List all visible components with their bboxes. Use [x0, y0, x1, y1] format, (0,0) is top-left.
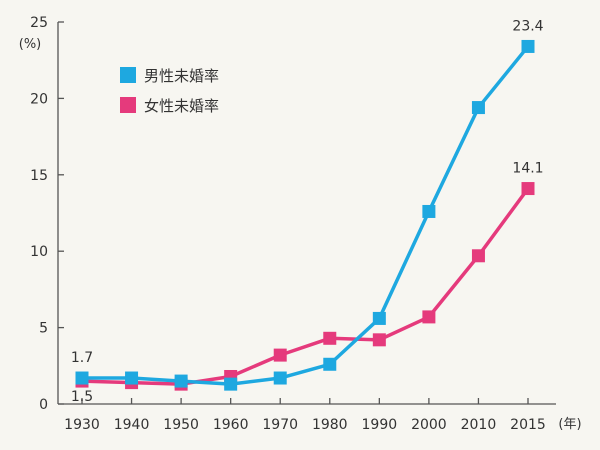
x-tick-label: 2010	[461, 417, 497, 433]
x-tick-label: 1970	[262, 417, 298, 433]
y-tick-label: 20	[30, 91, 48, 107]
data-point-marker	[224, 377, 238, 391]
data-point-marker	[521, 182, 535, 196]
y-tick-label: 5	[39, 321, 48, 337]
y-tick-label: 10	[30, 244, 48, 260]
y-axis-unit: (%)	[19, 37, 42, 52]
data-point-marker	[323, 331, 337, 345]
data-point-marker	[422, 204, 436, 218]
x-tick-label: 1950	[163, 417, 199, 433]
x-tick-label: 1940	[114, 417, 150, 433]
data-point-marker	[372, 333, 386, 347]
data-point-marker	[323, 357, 337, 371]
data-labels: 1.7 1.5 23.4 14.1	[71, 18, 544, 405]
x-tick-label: 1960	[213, 417, 249, 433]
data-point-marker	[471, 101, 485, 115]
legend-swatch	[120, 67, 136, 83]
axes: 0 5 10 15 20 25 (%) 1930 1940 1950 1960 1970 1980 199…	[19, 15, 582, 433]
data-label: 14.1	[512, 161, 543, 177]
data-point-marker	[125, 371, 139, 385]
x-tick-label: 2015	[510, 417, 546, 433]
data-point-marker	[422, 310, 436, 324]
x-tick-label: 1930	[64, 417, 100, 433]
series-layer	[75, 39, 535, 391]
data-label: 1.7	[71, 350, 93, 366]
x-axis-unit: (年)	[558, 417, 581, 432]
x-tick-label: 2000	[411, 417, 447, 433]
data-point-marker	[75, 371, 89, 385]
legend-label: 女性未婚率	[144, 97, 219, 115]
series-line-1	[81, 187, 530, 386]
x-tick-label: 1990	[362, 417, 398, 433]
data-point-marker	[273, 371, 287, 385]
y-tick-label: 0	[39, 397, 48, 413]
series-line-0	[82, 45, 530, 386]
data-point-marker	[521, 39, 535, 53]
data-point-marker	[273, 348, 287, 362]
data-label: 23.4	[512, 18, 543, 34]
data-point-marker	[372, 311, 386, 325]
y-tick-label: 25	[30, 15, 48, 31]
data-label: 1.5	[71, 389, 93, 405]
data-point-marker	[174, 374, 188, 388]
data-point-marker	[471, 249, 485, 263]
y-tick-label: 15	[30, 168, 48, 184]
legend-swatch	[120, 97, 136, 113]
legend-label: 男性未婚率	[144, 67, 219, 85]
x-tick-label: 1980	[312, 417, 348, 433]
